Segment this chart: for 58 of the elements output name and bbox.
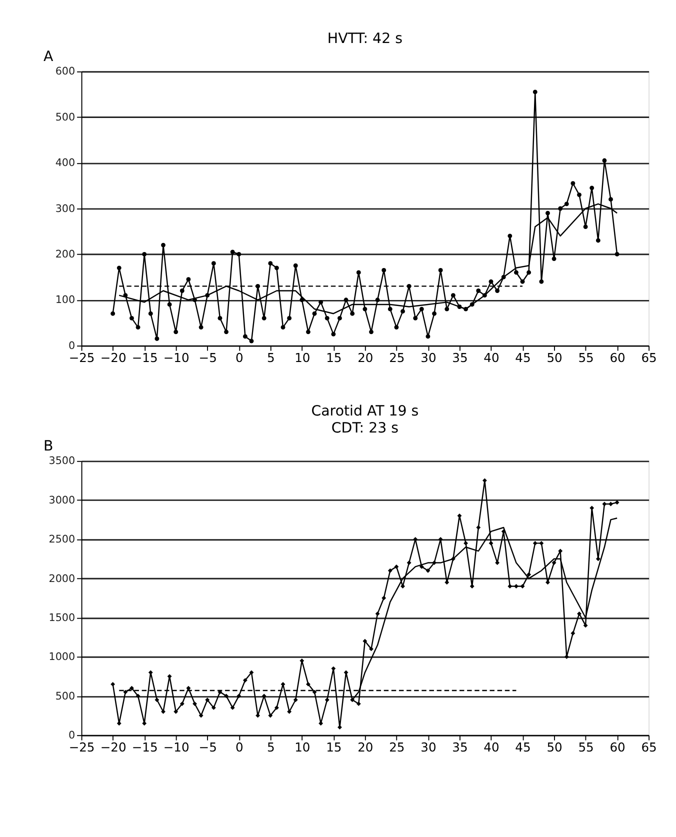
chart-title: Carotid AT 19 s bbox=[311, 404, 419, 420]
x-tick-label: 45 bbox=[515, 351, 531, 366]
y-tick-label: 600 bbox=[55, 66, 76, 78]
x-tick-label: 50 bbox=[546, 351, 562, 366]
x-tick-label: −15 bbox=[132, 740, 158, 755]
x-tick-label: −5 bbox=[198, 740, 217, 755]
y-tick-label: 1000 bbox=[48, 651, 76, 664]
y-tick-label: 0 bbox=[68, 340, 76, 352]
x-tick-label: 5 bbox=[266, 351, 275, 366]
x-tick-label: 30 bbox=[420, 351, 436, 366]
x-tick-label: 0 bbox=[235, 351, 244, 366]
y-tick-label: 500 bbox=[55, 111, 76, 124]
x-tick-label: 30 bbox=[420, 740, 436, 755]
x-tick-label: 50 bbox=[546, 740, 562, 755]
chart-title: HVTT: 42 s bbox=[327, 31, 402, 48]
x-tick-label: 60 bbox=[610, 740, 626, 755]
x-tick-label: 40 bbox=[484, 351, 500, 366]
x-tick-label: −5 bbox=[198, 351, 217, 366]
x-tick-label: −15 bbox=[132, 351, 158, 366]
y-tick-label: 2500 bbox=[48, 534, 76, 546]
x-tick-label: 10 bbox=[294, 740, 310, 755]
x-tick-label: 35 bbox=[452, 740, 468, 755]
x-tick-label: 25 bbox=[389, 740, 405, 755]
x-tick-label: 15 bbox=[326, 351, 342, 366]
text: A bbox=[43, 49, 54, 66]
x-tick-label: 35 bbox=[452, 351, 468, 366]
y-tick-label: 100 bbox=[55, 294, 76, 306]
x-tick-label: −10 bbox=[163, 351, 190, 366]
x-tick-label: 10 bbox=[294, 351, 310, 366]
x-tick-label: 20 bbox=[358, 740, 374, 755]
x-tick-label: 55 bbox=[578, 740, 594, 755]
x-tick-label: −20 bbox=[100, 740, 126, 755]
x-tick-label: 55 bbox=[578, 351, 594, 366]
y-tick-label: 3000 bbox=[48, 494, 76, 506]
y-tick-label: 200 bbox=[55, 248, 76, 261]
y-tick-label: 1500 bbox=[48, 612, 76, 624]
x-tick-label: −20 bbox=[100, 351, 126, 366]
x-tick-label: 15 bbox=[326, 740, 342, 755]
x-tick-label: 20 bbox=[358, 351, 374, 366]
x-tick-label: 65 bbox=[641, 740, 657, 755]
x-tick-label: 0 bbox=[235, 740, 244, 755]
y-tick-label: 400 bbox=[55, 157, 76, 170]
x-tick-label: 45 bbox=[515, 740, 531, 755]
chart-subtitle: CDT: 23 s bbox=[331, 420, 398, 437]
y-tick-label: 300 bbox=[55, 202, 76, 215]
y-tick-label: 2000 bbox=[48, 572, 76, 585]
x-tick-label: −25 bbox=[68, 351, 95, 366]
y-tick-label: 0 bbox=[68, 729, 76, 742]
y-tick-label: 500 bbox=[55, 690, 76, 702]
text: B bbox=[43, 438, 54, 455]
x-tick-label: 60 bbox=[610, 351, 626, 366]
y-tick-label: 3500 bbox=[48, 455, 76, 468]
x-tick-label: 40 bbox=[484, 740, 500, 755]
x-tick-label: −10 bbox=[163, 740, 190, 755]
x-tick-label: 5 bbox=[266, 740, 275, 755]
x-tick-label: −25 bbox=[68, 740, 95, 755]
x-tick-label: 65 bbox=[641, 351, 657, 366]
x-tick-label: 25 bbox=[389, 351, 405, 366]
